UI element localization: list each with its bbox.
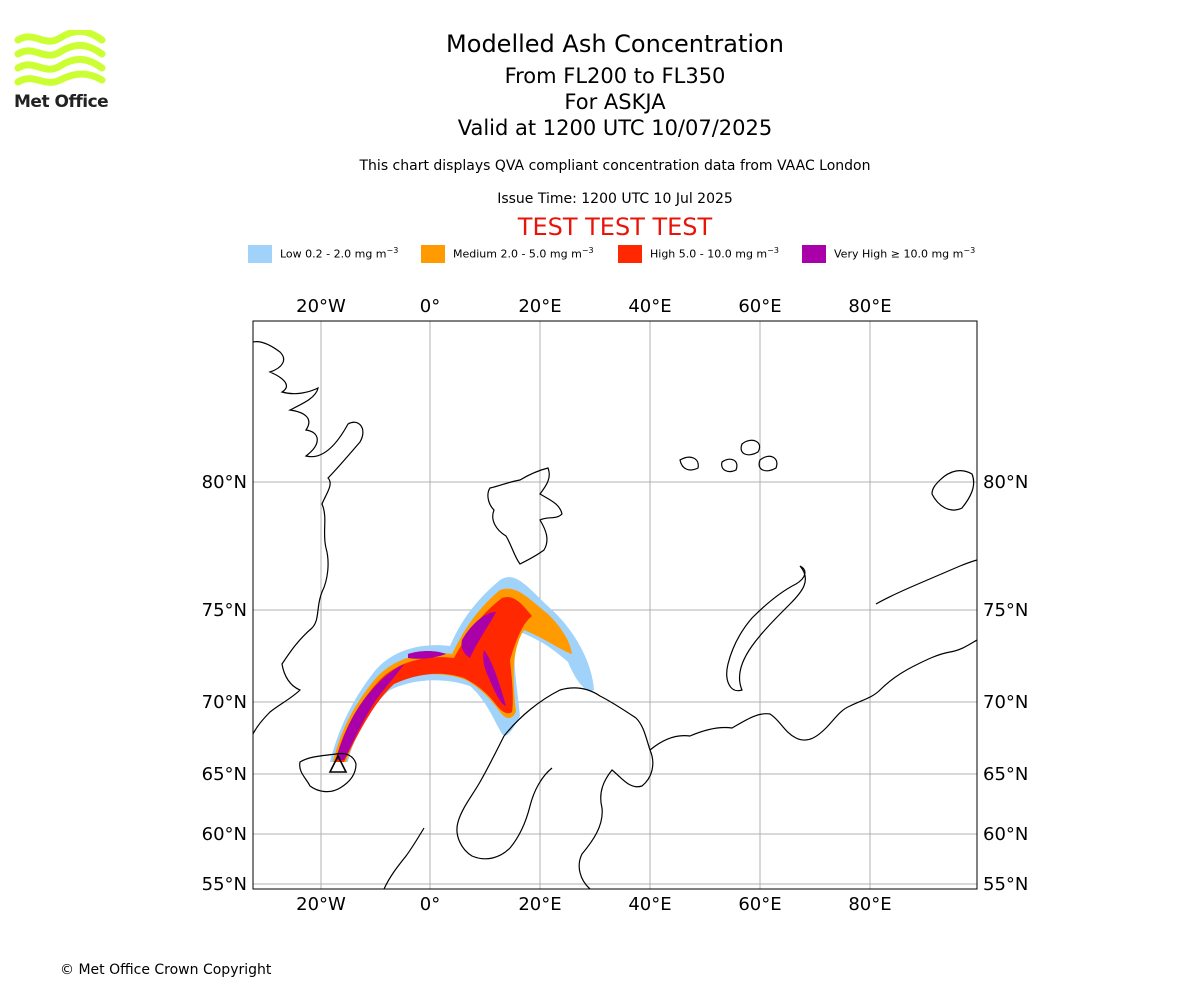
valid-time: Valid at 1200 UTC 10/07/2025 [457, 116, 773, 140]
legend-label-medium: Medium 2.0 - 5.0 mg m−3 [453, 246, 594, 261]
met-office-logo: Met Office [14, 30, 114, 112]
logo-text: Met Office [14, 92, 109, 112]
lon-label-bottom-80e: 80°E [848, 894, 891, 915]
volcano-name: For ASKJA [564, 90, 666, 114]
legend-swatch-medium [421, 245, 445, 263]
lat-label-left-55n: 55°N [202, 874, 247, 895]
coast-iceland [299, 752, 357, 793]
lon-label-top-40e: 40°E [628, 296, 671, 317]
lat-label-left-80n: 80°N [202, 472, 247, 493]
legend-swatch-high [618, 245, 642, 263]
lat-label-left-75n: 75°N [202, 600, 247, 621]
map-frame-bg [253, 321, 977, 889]
coast-scandinavia [456, 687, 654, 889]
map-frame [252, 320, 978, 890]
test-banner: TEST TEST TEST [517, 213, 713, 241]
coast-severnaya-zemlya [931, 470, 975, 511]
lat-label-left-70n: 70°N [202, 692, 247, 713]
lat-label-right-60n: 60°N [983, 824, 1028, 845]
ash-high-region [335, 597, 532, 762]
lat-label-left-60n: 60°N [202, 824, 247, 845]
ash-very-high-patch-3 [408, 651, 446, 659]
coast-novaya-zemlya [726, 565, 806, 692]
legend-label-very-high: Very High ≥ 10.0 mg m−3 [834, 246, 976, 261]
lat-label-left-65n: 65°N [202, 764, 247, 785]
lon-label-bottom-20w: 20°W [296, 894, 346, 915]
lon-label-bottom-40e: 40°E [628, 894, 671, 915]
coast-taymyr [875, 559, 977, 605]
lon-label-top-0: 0° [420, 296, 440, 317]
lat-label-right-75n: 75°N [983, 600, 1028, 621]
lon-label-top-20e: 20°E [518, 296, 561, 317]
chart-subtitle: This chart displays QVA compliant concen… [359, 158, 871, 174]
coast-russia [649, 639, 977, 751]
lon-label-bottom-60e: 60°E [738, 894, 781, 915]
legend-swatch-low [248, 245, 272, 263]
coast-greenland [253, 341, 364, 735]
lon-label-top-20w: 20°W [296, 296, 346, 317]
legend-label-high: High 5.0 - 10.0 mg m−3 [650, 246, 779, 261]
logo-waves-icon [14, 30, 106, 86]
volcano-marker-icon [328, 754, 348, 773]
lat-label-right-55n: 55°N [983, 874, 1028, 895]
ash-very-high-region [336, 664, 404, 760]
lon-label-bottom-20e: 20°E [518, 894, 561, 915]
coast-franz-josef [679, 439, 778, 473]
flight-levels: From FL200 to FL350 [504, 64, 726, 88]
legend-swatch-very-high [802, 245, 826, 263]
lon-label-top-60e: 60°E [738, 296, 781, 317]
coast-uk [383, 827, 425, 889]
issue-time: Issue Time: 1200 UTC 10 Jul 2025 [497, 191, 733, 207]
lon-label-top-80e: 80°E [848, 296, 891, 317]
coastlines [253, 341, 977, 889]
lon-label-bottom-0: 0° [420, 894, 440, 915]
lat-label-right-70n: 70°N [983, 692, 1028, 713]
ash-very-high-patch-1 [461, 612, 496, 658]
chart-title: Modelled Ash Concentration [446, 30, 784, 58]
copyright-notice: © Met Office Crown Copyright [60, 962, 272, 978]
lat-label-right-65n: 65°N [983, 764, 1028, 785]
lat-label-right-80n: 80°N [983, 472, 1028, 493]
legend-label-low: Low 0.2 - 2.0 mg m−3 [280, 246, 399, 261]
coast-svalbard [487, 467, 563, 565]
ash-very-high-patch-2 [483, 650, 506, 706]
